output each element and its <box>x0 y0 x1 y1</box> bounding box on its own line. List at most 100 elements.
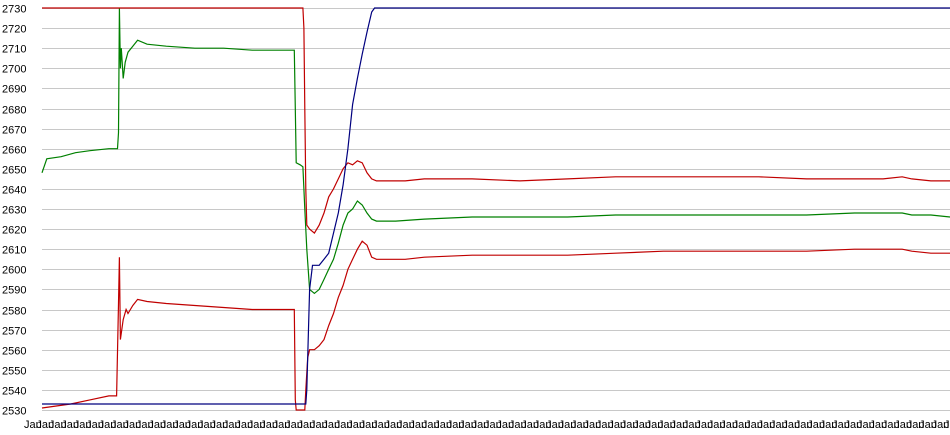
x-tick-label: Jan <box>919 419 937 431</box>
x-tick-label: Jan <box>148 419 166 431</box>
x-tick-label: Jan <box>583 419 601 431</box>
x-tick-label: Jan <box>186 419 204 431</box>
x-tick-label: Jan <box>397 419 415 431</box>
x-tick-label: Jan <box>534 419 552 431</box>
x-tick-label: Jan <box>385 419 403 431</box>
x-tick-label: Jan <box>248 419 266 431</box>
y-tick-label: 2720 <box>2 24 26 36</box>
x-tick-label: Jan <box>820 419 838 431</box>
x-tick-label: Jan <box>571 419 589 431</box>
x-tick-label: Jan <box>24 419 42 431</box>
series-line-3 <box>42 7 950 235</box>
x-tick-label: Jan <box>845 419 863 431</box>
series-line-4 <box>42 7 950 405</box>
x-tick-label: Jan <box>782 419 800 431</box>
x-tick-label: Jan <box>322 419 340 431</box>
y-axis-tick-labels: 2530 2540 2550 2560 2570 2580 2590 2600 2610 2620… <box>2 4 26 418</box>
y-tick-label: 2700 <box>2 64 26 76</box>
y-tick-label: 2650 <box>2 165 26 177</box>
x-tick-label: Jan <box>621 419 639 431</box>
y-tick-label: 2590 <box>2 285 26 297</box>
y-tick-label: 2690 <box>2 84 26 96</box>
x-tick-label: Jan <box>198 419 216 431</box>
x-tick-label: Jan <box>608 419 626 431</box>
x-tick-label: Jan <box>695 419 713 431</box>
x-tick-label: Jan <box>509 419 527 431</box>
x-tick-label: Jan <box>559 419 577 431</box>
x-tick-label: Jan <box>683 419 701 431</box>
y-tick-label: 2530 <box>2 406 26 418</box>
x-tick-label: Jan <box>223 419 241 431</box>
x-tick-label: Jan <box>298 419 316 431</box>
y-tick-label: 2570 <box>2 326 26 338</box>
x-tick-label: Jan <box>459 419 477 431</box>
x-tick-label: Jan <box>372 419 390 431</box>
x-tick-label: Jan <box>123 419 141 431</box>
x-axis-tick-labels: JanJanJanJanJanJanJanJanJanJanJanJanJanJ… <box>24 419 950 431</box>
series-line-1 <box>41 7 950 295</box>
x-tick-label: Jan <box>347 419 365 431</box>
x-tick-label: Jan <box>496 419 514 431</box>
y-tick-label: 2680 <box>2 105 26 117</box>
x-tick-label: Jan <box>86 419 104 431</box>
y-tick-label: 2670 <box>2 125 26 137</box>
y-tick-label: 2660 <box>2 145 26 157</box>
y-tick-label: 2580 <box>2 306 26 318</box>
x-tick-label: Jan <box>74 419 92 431</box>
x-tick-label: Jan <box>273 419 291 431</box>
x-tick-label: Jan <box>521 419 539 431</box>
x-tick-label: Jan <box>434 419 452 431</box>
x-tick-label: Jan <box>646 419 664 431</box>
x-tick-label: Jan <box>882 419 900 431</box>
x-tick-label: Jan <box>758 419 776 431</box>
y-tick-label: 2600 <box>2 265 26 277</box>
series-lines <box>41 7 950 411</box>
y-tick-label: 2610 <box>2 245 26 257</box>
x-tick-label: Jan <box>49 419 67 431</box>
y-tick-label: 2540 <box>2 386 26 398</box>
y-tick-label: 2560 <box>2 346 26 358</box>
x-tick-label: Jan <box>36 419 54 431</box>
y-tick-label: 2550 <box>2 366 26 378</box>
x-tick-label: Jan <box>111 419 129 431</box>
x-tick-label: Jan <box>360 419 378 431</box>
x-tick-label: Jan <box>708 419 726 431</box>
x-tick-label: Jan <box>310 419 328 431</box>
x-tick-label: Jan <box>235 419 253 431</box>
x-tick-label: Jan <box>173 419 191 431</box>
x-tick-label: Jan <box>596 419 614 431</box>
x-tick-label: Jan <box>136 419 154 431</box>
x-tick-label: Jan <box>422 419 440 431</box>
x-tick-label: Jan <box>633 419 651 431</box>
x-tick-label: Jan <box>944 419 950 431</box>
x-tick-label: Jan <box>260 419 278 431</box>
x-tick-label: Jan <box>658 419 676 431</box>
x-tick-label: Jan <box>932 419 950 431</box>
x-tick-label: Jan <box>484 419 502 431</box>
x-tick-label: Jan <box>447 419 465 431</box>
y-tick-label: 2730 <box>2 4 26 16</box>
x-tick-label: Jan <box>670 419 688 431</box>
y-tick-label: 2630 <box>2 205 26 217</box>
x-tick-label: Jan <box>61 419 79 431</box>
x-tick-label: Jan <box>409 419 427 431</box>
x-tick-label: Jan <box>99 419 117 431</box>
x-tick-label: Jan <box>770 419 788 431</box>
x-tick-label: Jan <box>832 419 850 431</box>
x-tick-label: Jan <box>857 419 875 431</box>
series-line-2 <box>41 240 950 411</box>
y-tick-label: 2640 <box>2 185 26 197</box>
x-tick-label: Jan <box>745 419 763 431</box>
x-tick-label: Jan <box>546 419 564 431</box>
x-tick-label: Jan <box>907 419 925 431</box>
horizontal-gridlines <box>42 8 950 411</box>
x-tick-label: Jan <box>285 419 303 431</box>
y-tick-label: 2620 <box>2 225 26 237</box>
x-tick-label: Jan <box>720 419 738 431</box>
x-tick-label: Jan <box>869 419 887 431</box>
x-tick-label: Jan <box>335 419 353 431</box>
x-tick-label: Jan <box>894 419 912 431</box>
x-tick-label: Jan <box>807 419 825 431</box>
x-tick-label: Jan <box>733 419 751 431</box>
